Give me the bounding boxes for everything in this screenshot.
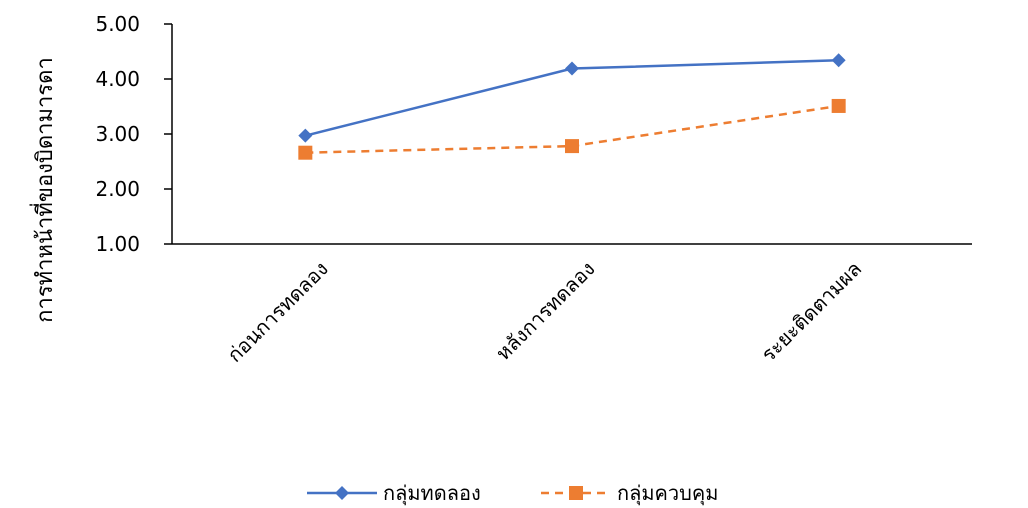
legend-label: กลุ่มควบคุม [617,481,718,506]
legend: กลุ่มทดลอง กลุ่มควบคุม [307,481,718,506]
data-point [298,128,313,143]
legend-label: กลุ่มทดลอง [383,481,481,506]
x-category-label: ระยะติดตามผล [756,257,866,367]
x-category-label: ก่อนการทดลอง [222,257,332,367]
y-tick-label: 5.00 [95,12,140,36]
y-tick-label: 1.00 [95,232,140,256]
y-axis-ticks: 1.00 2.00 3.00 4.00 5.00 [95,12,172,256]
series-group [298,53,846,160]
data-point [565,61,579,76]
data-point [831,53,846,68]
y-tick-label: 2.00 [95,177,140,201]
y-tick-label: 4.00 [95,67,140,91]
legend-marker [569,486,583,500]
y-axis-title: การทำหน้าที่ของบิดามารดา [29,57,58,323]
legend-marker [335,486,349,500]
data-point [565,139,579,154]
data-point [831,98,846,113]
x-category-label: หลังการทดลอง [491,257,600,366]
y-tick-label: 3.00 [95,122,140,146]
x-axis-categories: ก่อนการทดลอง หลังการทดลอง ระยะติดตามผล [222,257,866,367]
data-point [298,145,313,160]
